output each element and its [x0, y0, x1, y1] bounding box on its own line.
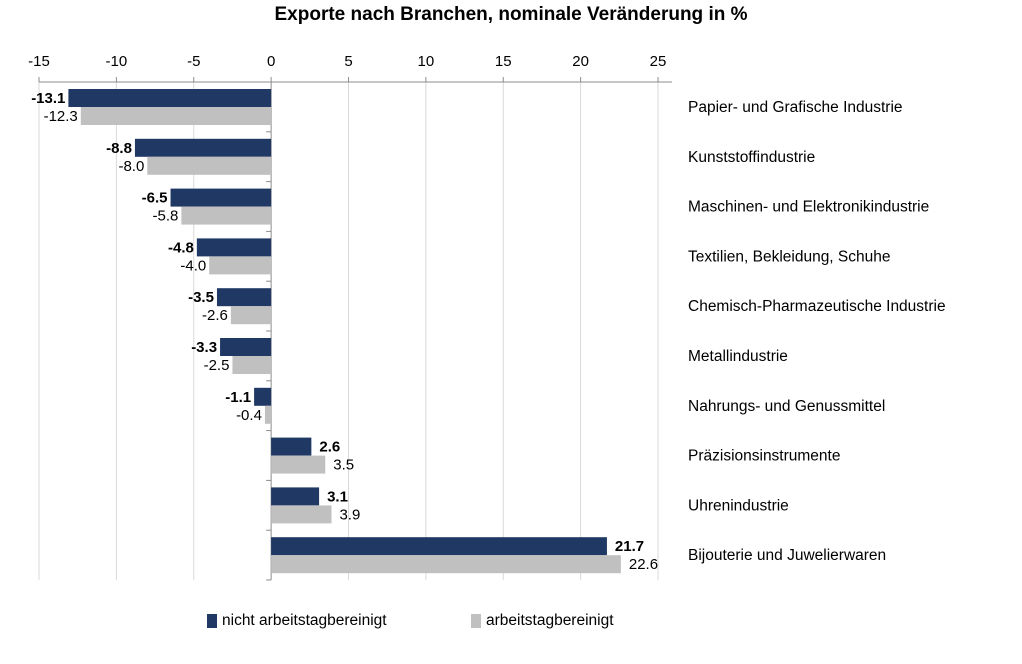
bar-series-2-7	[264, 405, 272, 424]
x-tick-label: 0	[267, 53, 275, 70]
x-tick-label: 10	[418, 53, 435, 70]
x-tick-label: -5	[187, 53, 200, 70]
bar-series-1-3	[170, 188, 272, 207]
bar-series-1-9	[271, 487, 320, 506]
data-label-series-2-6: -2.5	[204, 357, 230, 374]
data-label-series-1-6: -3.3	[191, 339, 217, 356]
data-label-series-1-4: -4.8	[168, 239, 194, 256]
grid-layer	[38, 82, 659, 580]
bar-series-2-6	[232, 356, 272, 374]
data-label-series-2-3: -5.8	[153, 208, 179, 225]
bar-series-1-4	[196, 238, 272, 257]
category-label: Präzisionsinstrumente	[688, 448, 840, 465]
bar-series-2-5	[230, 306, 272, 325]
chart-plot: -15 -10 -5 0 5 10 15 20 25 -13.1-12.3 Papier- und…	[28, 53, 946, 581]
bar-series-2-3	[181, 206, 272, 225]
bar-series-1-10	[271, 537, 607, 556]
legend-swatch-series-1	[207, 614, 217, 628]
bar-series-1-2	[134, 138, 272, 157]
x-tick-label: -10	[106, 53, 128, 70]
data-label-series-2-10: 22.6	[629, 556, 658, 573]
data-label-series-2-4: -4.0	[180, 257, 206, 274]
x-tick-label: -15	[28, 53, 50, 70]
data-label-series-1-2: -8.8	[106, 140, 132, 157]
x-tick-label: 20	[572, 53, 589, 70]
label-layer: -13.1-12.3 Papier- und Grafische Industri…	[31, 90, 945, 573]
legend-label-series-2: arbeitstagbereinigt	[486, 612, 614, 629]
bar-series-1-1	[68, 89, 272, 107]
bar-series-1-6	[220, 338, 272, 356]
data-label-series-2-1: -12.3	[44, 108, 78, 125]
category-label: Uhrenindustrie	[688, 497, 789, 514]
data-label-series-2-8: 3.5	[333, 457, 354, 474]
category-label: Papier- und Grafische Industrie	[688, 99, 903, 116]
category-label: Textilien, Bekleidung, Schuhe	[688, 248, 891, 265]
category-label: Bijouterie und Juwelierwaren	[688, 547, 886, 564]
data-label-series-1-1: -13.1	[31, 90, 65, 107]
data-label-series-2-7: -0.4	[236, 407, 262, 424]
bar-series-2-4	[209, 256, 272, 275]
x-tick-label: 25	[650, 53, 667, 70]
data-label-series-2-9: 3.9	[339, 506, 360, 523]
data-label-series-1-3: -6.5	[142, 190, 168, 207]
bar-series-2-8	[271, 455, 326, 474]
bar-layer	[68, 89, 621, 574]
category-label: Chemisch-Pharmazeutische Industrie	[688, 298, 946, 315]
legend-item-series-1: nicht arbeitstagbereinigt	[207, 612, 387, 630]
bar-series-2-10	[271, 555, 621, 574]
legend-swatch-series-2	[471, 614, 481, 628]
data-label-series-1-9: 3.1	[327, 488, 348, 505]
legend-item-series-2: arbeitstagbereinigt	[471, 612, 614, 630]
bar-series-2-1	[80, 107, 272, 125]
x-tick-label: 5	[344, 53, 352, 70]
bar-series-1-5	[216, 288, 272, 307]
data-label-series-1-10: 21.7	[615, 538, 644, 555]
bar-series-1-7	[254, 387, 272, 406]
bar-series-2-9	[271, 505, 332, 524]
category-label: Metallindustrie	[688, 348, 788, 365]
axis-layer: -15 -10 -5 0 5 10 15 20 25	[28, 53, 672, 581]
data-label-series-1-5: -3.5	[188, 289, 214, 306]
bar-series-2-2	[147, 156, 272, 175]
category-label: Nahrungs- und Genussmittel	[688, 398, 885, 415]
category-label: Maschinen- und Elektronikindustrie	[688, 199, 929, 216]
legend-label-series-1: nicht arbeitstagbereinigt	[222, 612, 387, 629]
data-label-series-1-8: 2.6	[319, 439, 340, 456]
chart-title: Exporte nach Branchen, nominale Veränder…	[274, 4, 748, 25]
data-label-series-2-5: -2.6	[202, 307, 228, 324]
data-label-series-2-2: -8.0	[118, 158, 144, 175]
data-label-series-1-7: -1.1	[225, 389, 251, 406]
category-label: Kunststoffindustrie	[688, 149, 815, 166]
x-tick-label: 15	[495, 53, 512, 70]
bar-series-1-8	[271, 437, 312, 456]
